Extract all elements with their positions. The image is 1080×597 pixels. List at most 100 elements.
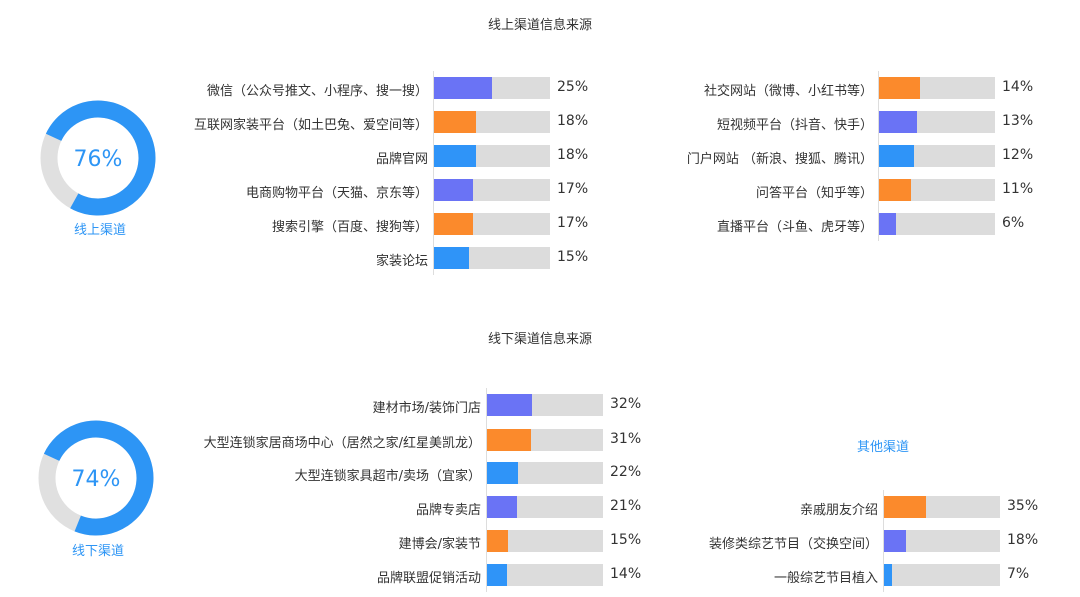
online-main-row: 品牌官网	[0, 145, 428, 167]
bar	[487, 462, 519, 484]
online-other-row: 直播平台（斗鱼、虎牙等）	[0, 213, 873, 235]
bar-value-label: 6%	[1002, 215, 1025, 231]
bar-value-label: 18%	[557, 147, 589, 163]
online-main-row: 家装论坛	[0, 247, 428, 269]
bar-category-label: 问答平台（知乎等）	[755, 186, 873, 201]
offline-donut: 74%	[38, 420, 154, 536]
online-donut: 76%	[40, 100, 156, 216]
bar-value-label: 15%	[610, 532, 642, 548]
bar-value-label: 11%	[1002, 181, 1034, 197]
bar	[487, 429, 531, 451]
bar-value-label: 17%	[557, 215, 589, 231]
online-other-row: 短视频平台（抖音、快手）	[0, 111, 873, 133]
axis-line	[486, 388, 487, 592]
bar-category-label: 电商购物平台（天猫、京东等）	[245, 186, 428, 201]
donut-center-label: 74%	[72, 467, 121, 492]
bar-value-label: 14%	[1002, 79, 1034, 95]
bar-track: 32%	[487, 394, 641, 416]
bar	[487, 394, 533, 416]
bar	[879, 145, 914, 167]
bar-category-label: 门户网站 （新浪、搜狐、腾讯）	[686, 152, 873, 167]
bar	[879, 111, 917, 133]
bar	[879, 179, 911, 201]
bar-category-label: 搜索引擎（百度、搜狗等）	[271, 220, 428, 235]
bar	[434, 111, 476, 133]
bar-category-label: 品牌官网	[375, 152, 428, 167]
other-channels-title: 其他渠道	[856, 440, 910, 455]
bar-value-label: 13%	[1002, 113, 1034, 129]
bar-category-label: 大型连锁家具超市/卖场（宜家）	[294, 469, 481, 484]
bar-value-label: 15%	[557, 249, 589, 265]
bar	[434, 145, 476, 167]
bar-track: 18%	[434, 111, 588, 133]
other-channels-row: 装修类综艺节目（交换空间）	[0, 530, 878, 552]
offline-row: 大型连锁家居商场中心（居然之家/红星美凯龙）	[0, 429, 481, 451]
donut-center-label: 76%	[74, 147, 123, 172]
bar	[884, 496, 926, 518]
bar-category-label: 互联网家装平台（如土巴兔、爱空间等）	[193, 118, 428, 133]
bar-track: 17%	[434, 213, 588, 235]
offline-row: 品牌专卖店	[0, 496, 481, 518]
bar-category-label: 装修类综艺节目（交换空间）	[708, 537, 878, 552]
bar-category-label: 短视频平台（抖音、快手）	[716, 118, 873, 133]
online-other-row: 问答平台（知乎等）	[0, 179, 873, 201]
bar	[434, 213, 474, 235]
bar-track: 22%	[487, 462, 641, 484]
online-main-row: 互联网家装平台（如土巴兔、爱空间等）	[0, 111, 428, 133]
bar-track: 18%	[884, 530, 1038, 552]
offline-row: 建材市场/装饰门店	[0, 394, 481, 416]
bar-track: 6%	[879, 213, 1024, 235]
bar	[884, 564, 893, 586]
offline-row: 品牌联盟促销活动	[0, 564, 481, 586]
bar-track: 35%	[884, 496, 1038, 518]
axis-line	[878, 71, 879, 241]
bar-category-label: 品牌联盟促销活动	[376, 571, 481, 586]
offline-donut-label: 线下渠道	[71, 544, 125, 559]
bar-category-label: 社交网站（微博、小红书等）	[703, 84, 873, 99]
bar-value-label: 18%	[557, 113, 589, 129]
axis-line	[883, 490, 884, 592]
other-channels-row: 亲戚朋友介绍	[0, 496, 878, 518]
bar-category-label: 微信（公众号推文、小程序、搜一搜）	[206, 84, 428, 99]
bar-category-label: 品牌专卖店	[415, 503, 481, 518]
bar-category-label: 家装论坛	[375, 254, 428, 269]
online-title: 线上渠道信息来源	[487, 18, 593, 33]
bar-value-label: 31%	[610, 431, 642, 447]
online-other-row: 门户网站 （新浪、搜狐、腾讯）	[0, 145, 873, 167]
bar-value-label: 17%	[557, 181, 589, 197]
online-other-row: 社交网站（微博、小红书等）	[0, 77, 873, 99]
online-main-row: 微信（公众号推文、小程序、搜一搜）	[0, 77, 428, 99]
offline-row: 建博会/家装节	[0, 530, 481, 552]
axis-line	[433, 71, 434, 275]
bar-value-label: 22%	[610, 464, 642, 480]
bar	[487, 496, 517, 518]
bar	[434, 179, 474, 201]
bar-track: 21%	[487, 496, 641, 518]
bar-track: 15%	[487, 530, 641, 552]
bar-value-label: 7%	[1007, 566, 1030, 582]
bar-category-label: 一般综艺节目植入	[773, 571, 878, 586]
bar-value-label: 25%	[557, 79, 589, 95]
offline-title: 线下渠道信息来源	[487, 332, 593, 347]
bar-value-label: 12%	[1002, 147, 1034, 163]
bar	[487, 564, 507, 586]
bar	[434, 77, 492, 99]
online-main-row: 搜索引擎（百度、搜狗等）	[0, 213, 428, 235]
other-channels-row: 一般综艺节目植入	[0, 564, 878, 586]
bar	[879, 213, 897, 235]
bar-track: 14%	[879, 77, 1033, 99]
bar-track: 15%	[434, 247, 588, 269]
bar-category-label: 建材市场/装饰门店	[372, 401, 481, 416]
offline-row: 大型连锁家具超市/卖场（宜家）	[0, 462, 481, 484]
online-donut-label: 线上渠道	[73, 223, 127, 238]
bar-track: 18%	[434, 145, 588, 167]
bar-value-label: 18%	[1007, 532, 1039, 548]
bar-track: 17%	[434, 179, 588, 201]
bar-track: 7%	[884, 564, 1029, 586]
online-main-row: 电商购物平台（天猫、京东等）	[0, 179, 428, 201]
bar-value-label: 14%	[610, 566, 642, 582]
bar-category-label: 直播平台（斗鱼、虎牙等）	[716, 220, 873, 235]
bar	[884, 530, 906, 552]
bar-value-label: 32%	[610, 396, 642, 412]
bar	[487, 530, 509, 552]
